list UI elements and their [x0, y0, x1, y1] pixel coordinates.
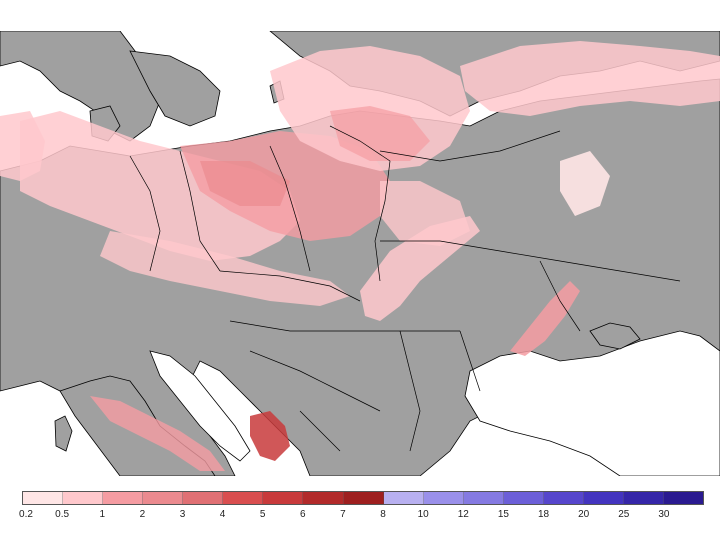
legend-swatch [183, 492, 224, 504]
precip-zone-albania [250, 411, 290, 461]
legend-swatch [103, 492, 144, 504]
legend-swatch [143, 492, 184, 504]
border-line [399, 330, 421, 452]
legend-swatch [423, 492, 464, 504]
legend-swatch [343, 492, 384, 504]
land-sweden-south [129, 50, 221, 127]
sea-adriatic [149, 350, 251, 462]
legend-tick-label: 12 [457, 509, 469, 520]
precip-zone-poland-core [200, 161, 290, 206]
legend-tick-label: 5 [259, 509, 266, 520]
precip-zone-italy [90, 396, 225, 471]
precip-zone-czech [100, 231, 350, 306]
legend-swatch [23, 492, 64, 504]
legend-tick-label: 6 [300, 509, 306, 520]
border-line [219, 270, 361, 302]
land-corsica [54, 415, 73, 452]
border-line [299, 410, 341, 452]
legend-tick-label: 4 [219, 509, 226, 520]
legend-tick-label: 3 [179, 509, 186, 520]
legend-swatch [583, 492, 624, 504]
legend-swatch [263, 492, 304, 504]
sea-black [464, 330, 720, 476]
legend-tick-label: 0.2 [19, 509, 33, 520]
border-line [249, 350, 381, 412]
precip-zone-uk [0, 111, 45, 181]
legend-color-bar [22, 491, 704, 505]
precip-zone-russia-mid [560, 151, 610, 216]
precip-zone-north-russia [460, 41, 720, 116]
precip-zone-ukraine-band [360, 216, 480, 321]
border-line [379, 130, 561, 162]
legend-tick-label: 0.5 [55, 509, 70, 520]
legend-tick-label: 8 [380, 509, 386, 520]
legend-swatch [543, 492, 584, 504]
legend-swatch [303, 492, 344, 504]
border-line [179, 150, 221, 272]
border-line [459, 330, 481, 392]
precipitation-overlay [0, 41, 720, 471]
border-line [539, 260, 581, 332]
legend-tick-label: 30 [658, 509, 670, 520]
border-line [329, 125, 391, 282]
precipitation-map [0, 31, 720, 476]
legend-tick-label: 25 [618, 509, 630, 520]
border-line [269, 145, 311, 272]
legend-swatch [63, 492, 104, 504]
land-crimea [589, 322, 641, 350]
border-line [229, 320, 460, 332]
precip-zone-azov [510, 281, 580, 356]
country-borders [129, 125, 681, 452]
legend-tick-label: 1 [99, 509, 106, 520]
legend-swatch [463, 492, 504, 504]
legend-tick-label: 10 [417, 509, 429, 520]
border-line [129, 155, 161, 272]
legend-swatch [503, 492, 544, 504]
legend-swatch [383, 492, 424, 504]
border-line [380, 240, 681, 282]
legend-swatch [623, 492, 664, 504]
precip-zone-lithuania [330, 106, 430, 161]
legend-tick-label: 20 [578, 509, 590, 520]
legend-tick-label: 15 [497, 509, 509, 520]
precip-zone-germany [20, 111, 300, 261]
legend-swatch [664, 492, 704, 504]
legend-swatch [223, 492, 264, 504]
legend-tick-label: 2 [139, 509, 146, 520]
legend-tick-labels: 0.2 0.5 1 2 3 4 5 6 7 8 10 12 15 18 20 25 30 [19, 509, 704, 523]
legend-tick-label: 18 [537, 509, 550, 520]
legend-tick-label: 7 [340, 509, 346, 520]
